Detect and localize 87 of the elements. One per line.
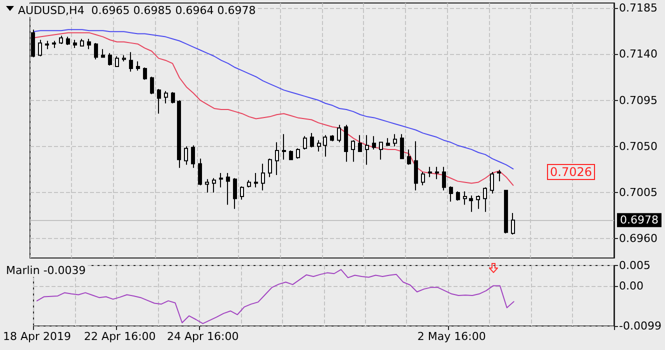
- candlestick: [80, 38, 84, 47]
- candlestick: [268, 158, 272, 178]
- candlestick: [296, 148, 300, 160]
- candlestick: [108, 52, 112, 66]
- candlestick: [115, 56, 119, 67]
- candlestick: [247, 180, 251, 188]
- chart-title: AUDUSD,H4 0.6965 0.6985 0.6964 0.6978: [18, 4, 256, 17]
- y-tick-label: 0.6960: [619, 232, 658, 246]
- candlestick: [31, 29, 35, 58]
- candlestick: [310, 132, 314, 148]
- y-tick-label: 0.7185: [619, 2, 658, 15]
- candlestick: [66, 36, 70, 46]
- candlestick: [219, 172, 223, 188]
- candlestick: [184, 146, 188, 166]
- candlestick: [205, 178, 209, 193]
- candlestick: [400, 134, 404, 160]
- candlestick: [497, 169, 501, 182]
- candlestick: [101, 48, 105, 58]
- candlestick: [157, 88, 161, 114]
- candlestick: [379, 142, 383, 160]
- x-tick-label: 2 May 16:00: [417, 330, 486, 343]
- candlestick: [365, 134, 369, 166]
- candlestick: [177, 100, 181, 168]
- candlestick: [87, 38, 91, 50]
- candlestick: [254, 172, 258, 188]
- candlestick: [191, 144, 195, 168]
- candlestick: [421, 171, 425, 186]
- candlestick: [490, 171, 494, 194]
- candlestick: [414, 140, 418, 191]
- y-tick-label: 0.7095: [619, 94, 658, 107]
- candlestick: [435, 166, 439, 180]
- candlestick: [351, 140, 355, 162]
- candlestick: [393, 134, 397, 147]
- candlestick: [38, 39, 42, 57]
- y-tick-label: -0.0099: [619, 320, 662, 332]
- candlestick: [122, 54, 126, 62]
- candlestick: [164, 90, 168, 104]
- candlestick: [226, 172, 230, 206]
- candlestick: [289, 150, 293, 160]
- candlestick: [469, 195, 473, 212]
- candlestick: [282, 134, 286, 160]
- x-tick-label: 22 Apr 16:00: [84, 330, 156, 343]
- candlestick: [511, 212, 515, 235]
- candlestick: [504, 190, 508, 234]
- candlestick: [317, 140, 321, 152]
- candlestick: [198, 158, 202, 186]
- y-tick-label: 0.00: [619, 279, 644, 292]
- candlestick: [261, 163, 265, 191]
- candlestick: [233, 178, 237, 210]
- candlestick: [171, 92, 175, 104]
- candlestick: [240, 186, 244, 200]
- candlestick: [386, 138, 390, 146]
- ref-line-label: 0.6978: [620, 214, 658, 227]
- candlestick: [94, 42, 98, 60]
- candlestick: [442, 166, 446, 191]
- candlestick: [428, 166, 432, 178]
- y-tick-label: 0.7050: [619, 140, 658, 153]
- candlestick: [143, 67, 147, 80]
- text: 0.7026: [550, 165, 592, 179]
- candlestick: [275, 142, 279, 176]
- x-tick-label: 24 Apr 16:00: [166, 330, 239, 343]
- candlestick: [129, 52, 133, 72]
- candlestick: [372, 136, 376, 150]
- candlestick: [45, 40, 49, 50]
- candlestick: [150, 76, 154, 95]
- candlestick: [449, 186, 453, 202]
- candlestick: [358, 134, 362, 152]
- candlestick: [483, 186, 487, 212]
- candlestick: [303, 136, 307, 150]
- candlestick: [136, 60, 140, 72]
- candlestick: [337, 124, 341, 143]
- candlestick: [463, 190, 467, 206]
- candlestick: [212, 178, 216, 193]
- candlestick: [476, 195, 480, 210]
- candlestick: [52, 40, 56, 49]
- y-tick-label: 0.005: [619, 259, 650, 272]
- candlestick: [407, 148, 411, 166]
- candlestick: [330, 134, 334, 142]
- x-tick-label: 18 Apr 2019: [2, 330, 71, 343]
- y-tick-label: 0.7005: [619, 186, 658, 199]
- candlestick: [456, 190, 460, 202]
- candlestick: [73, 39, 77, 49]
- y-tick-label: 0.7140: [619, 48, 658, 61]
- chart-title: Marlin -0.0039: [6, 264, 86, 277]
- candlestick: [344, 124, 348, 162]
- candlestick: [323, 134, 327, 158]
- candlestick: [59, 35, 63, 44]
